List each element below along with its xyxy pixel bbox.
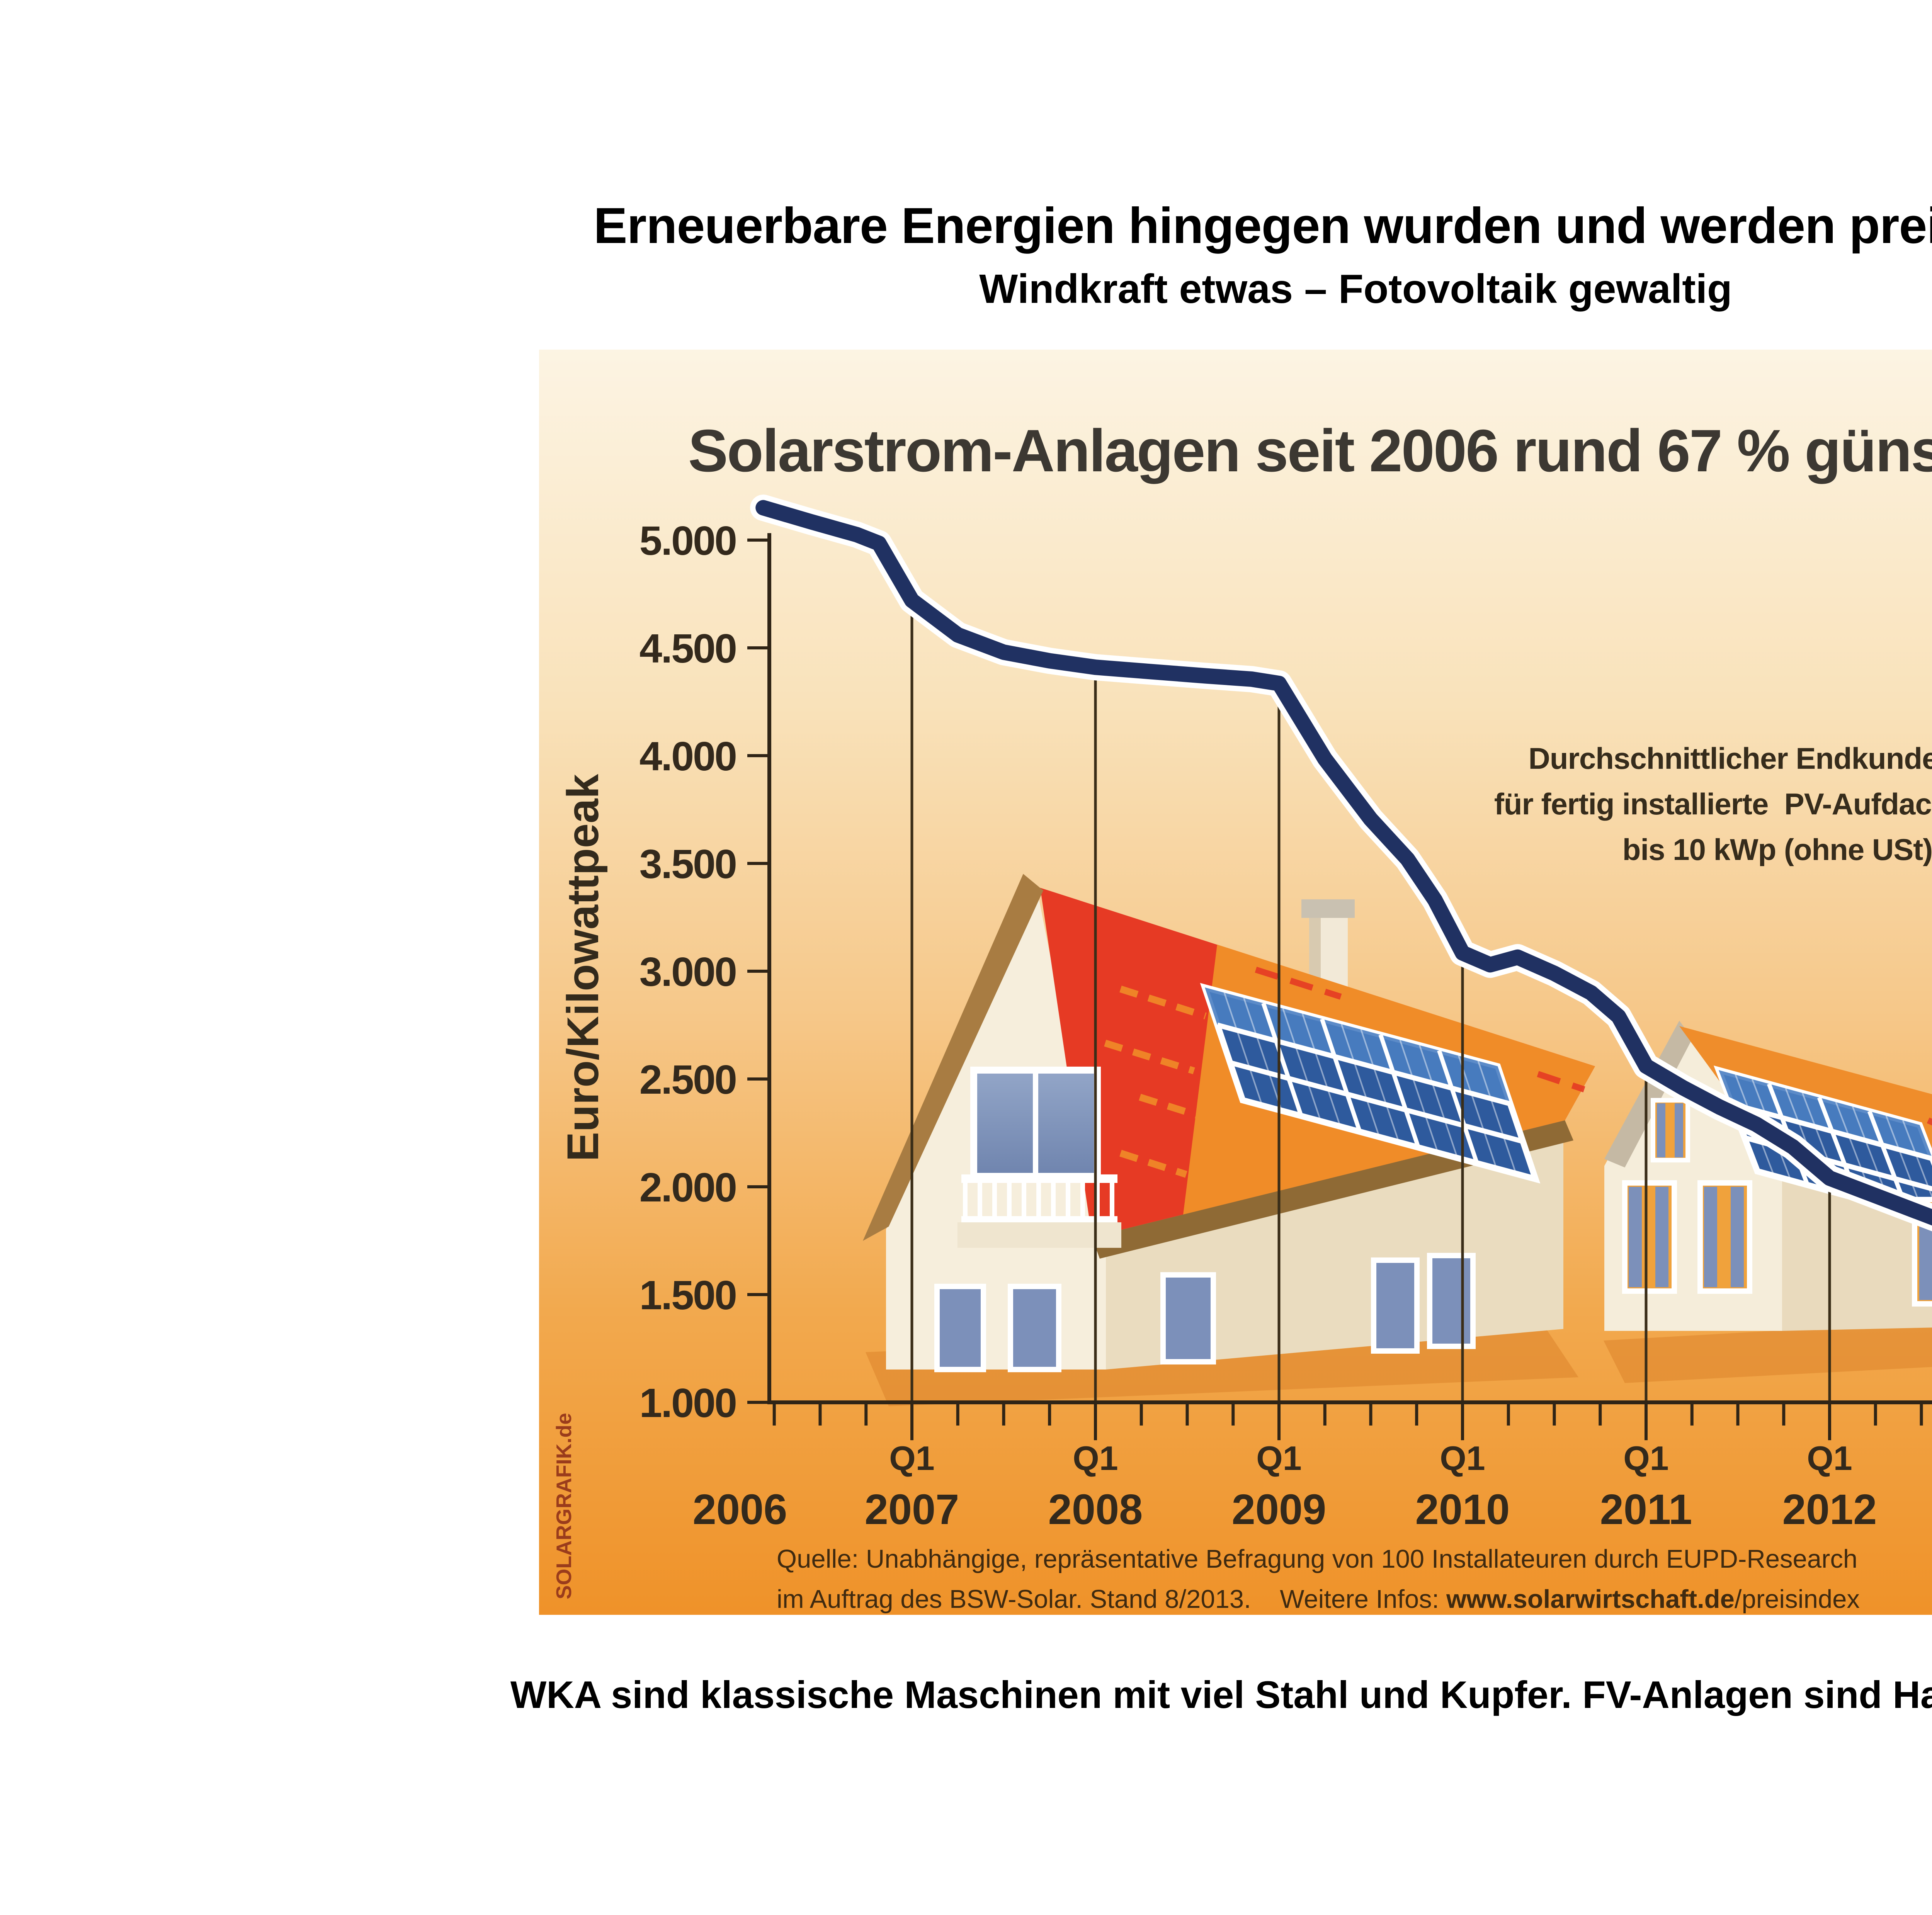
- y-tick-label: 1.500: [639, 1273, 736, 1318]
- x-label-q: Q1: [1440, 1439, 1485, 1477]
- y-tick-label: 4.500: [639, 626, 736, 671]
- y-tick-label: 2.500: [639, 1057, 736, 1103]
- x-label-year: 2007: [865, 1486, 959, 1533]
- solar-col-line: [1340, 1024, 1380, 1137]
- x-label-q: Q1: [1256, 1439, 1301, 1477]
- house-right-rake-trim: [1604, 1021, 1692, 1167]
- house-right-attic-window: [1651, 1098, 1690, 1162]
- source-note: Quelle: Unabhängige, repräsentative Befr…: [777, 1545, 1860, 1614]
- solar-row-line: [1731, 1101, 1932, 1161]
- x-label-year: 2008: [1048, 1486, 1143, 1533]
- solar-col-line: [1360, 1029, 1400, 1143]
- chimney-cap: [1301, 899, 1355, 918]
- solar-col-line: [1223, 992, 1263, 1106]
- solar-col-line: [1301, 1013, 1341, 1127]
- slide-title-line2: Windkraft etwas – Fotovoltaik gewaltig: [979, 266, 1732, 312]
- solar-col-line: [1282, 1008, 1322, 1122]
- solar-col-line: [1378, 1034, 1421, 1149]
- y-tick-label: 5.000: [639, 518, 736, 564]
- solar-col-line: [1261, 1003, 1303, 1117]
- solar-col-line: [1399, 1040, 1439, 1153]
- house-right-ground-shadow: [1604, 1322, 1932, 1383]
- axes: 5.000 4.500 4.000 3.500 3.000 2.500 2.000 1.500…: [639, 518, 1932, 1533]
- annotation-line2: für fertig installierte PV-Aufdachanlage…: [1494, 787, 1932, 821]
- solar-col-line: [1243, 997, 1282, 1111]
- q1-vertical-gridlines: [910, 610, 1831, 1402]
- solar-col-line: [1437, 1050, 1479, 1164]
- x-label-q: Q1: [1623, 1439, 1668, 1477]
- chart-title: Solarstrom-Anlagen seit 2006 rund 67 % g…: [688, 417, 1932, 484]
- x-label-q: Q1: [889, 1439, 934, 1477]
- roof-red-streaks: [1255, 967, 1585, 1093]
- y-tick-label: 1.000: [639, 1380, 736, 1426]
- y-tick-label: 4.000: [639, 734, 736, 779]
- solar-col-line: [1477, 1060, 1517, 1174]
- y-axis-title: Euro/Kilowattpeak: [558, 773, 608, 1161]
- solar-col-line: [1418, 1045, 1458, 1159]
- credit-watermark: SOLARGRAFIK.de: [552, 1413, 576, 1599]
- x-label-year: 2006: [693, 1486, 787, 1533]
- roof-tile-streaks: [1104, 986, 1214, 1178]
- x-label-year: 2012: [1782, 1486, 1877, 1533]
- annotation-line3: bis 10 kWp (ohne USt): [1622, 833, 1932, 867]
- infographic-panel: 5.000 4.500 4.000 3.500 3.000 2.500 2.000 1.500…: [539, 350, 1932, 1615]
- y-tick-label: 2.000: [639, 1165, 736, 1210]
- source-line2: im Auftrag des BSW-Solar. Stand 8/2013. …: [777, 1585, 1860, 1614]
- y-tick-label: 3.500: [639, 841, 736, 887]
- y-axis-ticks: [747, 539, 769, 1404]
- annotation: Durchschnittlicher Endkundenpreis für fe…: [1494, 741, 1932, 867]
- source-line1: Quelle: Unabhängige, repräsentative Befr…: [777, 1545, 1857, 1573]
- solar-col-line: [1458, 1055, 1497, 1169]
- x-label-year: 2010: [1415, 1486, 1510, 1533]
- house-illustration-left: [863, 874, 1595, 1406]
- annotation-line1: Durchschnittlicher Endkundenpreis: [1529, 741, 1932, 775]
- y-tick-label: 3.000: [639, 949, 736, 995]
- slide-title-line1: Erneuerbare Energien hingegen wurden und…: [594, 197, 1932, 254]
- house-left-windows: [934, 1253, 1476, 1372]
- solar-panel-array-left: [1200, 983, 1541, 1184]
- balcony: [957, 1174, 1121, 1248]
- house-left-rake-trim: [863, 874, 1043, 1241]
- solar-col-line: [1902, 1120, 1932, 1199]
- price-line: [755, 500, 1932, 1226]
- solar-col-line: [1320, 1018, 1362, 1133]
- y-axis-labels: 5.000 4.500 4.000 3.500 3.000 2.500 2.000 1.500…: [639, 518, 737, 1426]
- x-label-year: 2011: [1600, 1486, 1692, 1533]
- slide-footer-text: WKA sind klassische Maschinen mit viel S…: [510, 1673, 1932, 1716]
- x-axis-ticks: [772, 1402, 1923, 1440]
- x-label-q: Q1: [1807, 1439, 1852, 1477]
- x-label-q: Q1: [1073, 1439, 1118, 1477]
- x-label-year: 2009: [1232, 1486, 1327, 1533]
- x-axis-labels: 2006 Q1 2007 Q1 2008 Q1 2009 Q1 2010 Q1 2011 Q1 2012…: [693, 1439, 1877, 1533]
- solar-top-row: [1205, 987, 1510, 1104]
